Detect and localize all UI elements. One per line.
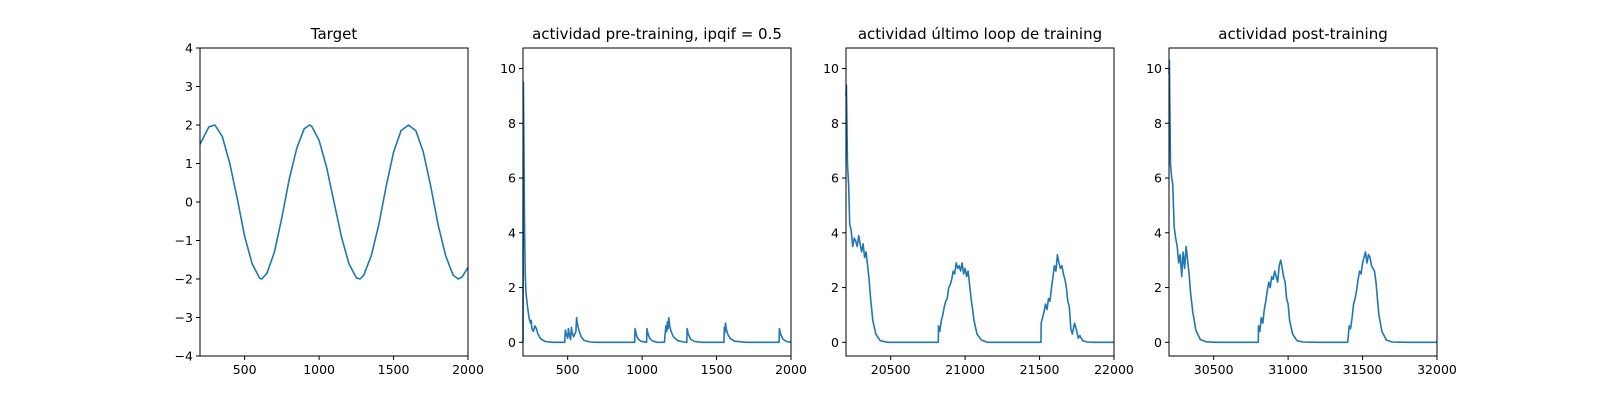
axes-frame	[845, 47, 1115, 357]
y-tick-label: 6	[831, 171, 839, 186]
y-tick-label: 0	[831, 335, 839, 350]
y-tick-label: 4	[1154, 225, 1162, 240]
y-tick-label: 10	[823, 61, 839, 76]
x-tick-label: 500	[556, 362, 580, 377]
y-tick-label: 8	[508, 116, 516, 131]
y-tick-label: −4	[175, 349, 193, 364]
y-tick-label: −3	[175, 310, 193, 325]
y-tick-label: 2	[508, 280, 516, 295]
y-tick-label: 2	[185, 118, 193, 133]
series-line	[1168, 59, 1437, 344]
y-tick-label: 8	[831, 116, 839, 131]
y-tick-label: 0	[1154, 335, 1162, 350]
y-tick-label: 6	[1154, 171, 1162, 186]
y-tick-label: 4	[508, 225, 516, 240]
x-tick-label: 2000	[452, 362, 484, 377]
x-tick-label: 1500	[701, 362, 733, 377]
series-line	[845, 84, 1114, 344]
x-tick-label: 22000	[1094, 362, 1134, 377]
x-tick-label: 1500	[378, 362, 410, 377]
y-tick-label: 2	[831, 280, 839, 295]
axes-frame	[1168, 47, 1438, 357]
y-tick-label: 4	[185, 41, 193, 56]
subplot-pre-training: actividad pre-training, ipqif = 0.5 500 1…	[500, 25, 807, 377]
series-line	[199, 124, 469, 280]
x-tick-label: 21500	[1020, 362, 1060, 377]
y-tick-label: 10	[1146, 61, 1162, 76]
x-tick-label: 500	[233, 362, 257, 377]
y-tick-label: 8	[1154, 116, 1162, 131]
y-tick-label: −2	[175, 272, 193, 287]
y-tick-label: 2	[1154, 280, 1162, 295]
y-tick-label: 0	[508, 335, 516, 350]
axes-frame	[522, 47, 792, 357]
y-tick-label: 3	[185, 79, 193, 94]
x-tick-label: 31500	[1343, 362, 1383, 377]
chart-title: actividad post-training	[1218, 25, 1387, 43]
subplot-last-training-loop: actividad último loop de training 20500 2…	[823, 25, 1134, 377]
y-tick-label: 6	[508, 171, 516, 186]
x-tick-label: 2000	[775, 362, 807, 377]
chart-title: actividad último loop de training	[858, 25, 1102, 43]
x-tick-label: 32000	[1417, 362, 1457, 377]
subplot-target: Target 500 1000 1500 2000 −4 −3 −2 −1 0 1 2 3 4	[175, 25, 484, 377]
series-line	[522, 81, 792, 344]
y-tick-label: 4	[831, 225, 839, 240]
x-tick-label: 30500	[1194, 362, 1234, 377]
y-tick-label: 10	[500, 61, 516, 76]
x-tick-label: 31000	[1268, 362, 1308, 377]
chart-title: Target	[310, 25, 358, 43]
subplot-post-training: actividad post-training 30500 31000 31500 3…	[1146, 25, 1457, 377]
x-tick-label: 20500	[871, 362, 911, 377]
y-tick-label: 1	[185, 156, 193, 171]
y-tick-label: 0	[185, 195, 193, 210]
x-tick-label: 1000	[626, 362, 658, 377]
x-tick-label: 21000	[945, 362, 985, 377]
x-tick-label: 1000	[303, 362, 335, 377]
chart-title: actividad pre-training, ipqif = 0.5	[532, 25, 782, 43]
y-tick-label: −1	[175, 233, 193, 248]
